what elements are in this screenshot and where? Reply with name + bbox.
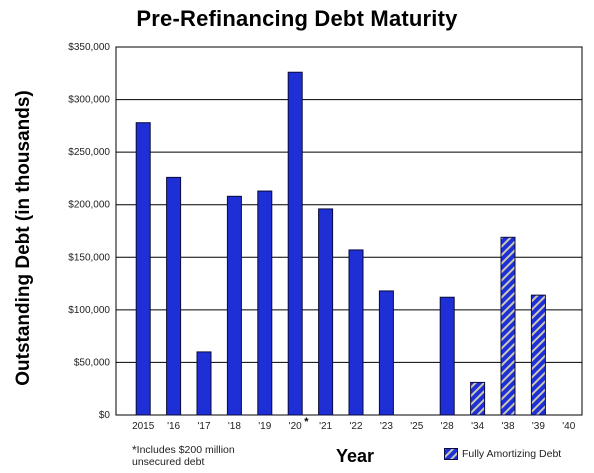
y-tick-label: $50,000 [74,357,111,368]
x-tick-label: '38 [501,421,514,432]
x-tick-marker: * [304,416,309,428]
bar [348,249,364,416]
bar [226,195,242,416]
y-tick-label: $300,000 [68,95,110,106]
x-tick-label: '40 [562,421,575,432]
bar-fully-amortizing [530,294,546,416]
x-tick-label: '28 [441,421,454,432]
bar [287,71,303,416]
footnote: *Includes $200 million unsecured debt [132,444,282,468]
x-tick-label: '34 [471,421,484,432]
x-tick-label: '39 [532,421,545,432]
x-tick-label: '22 [349,421,362,432]
legend: Fully Amortizing Debt [444,448,561,460]
x-tick-label: 2015 [132,421,155,432]
y-tick-label: $100,000 [68,305,110,316]
y-tick-label: $200,000 [68,200,110,211]
footnote-marker: * [132,443,137,457]
x-tick-label: '23 [380,421,393,432]
bar [135,122,151,416]
bar [257,190,273,416]
x-axis-label: Year [336,446,375,466]
y-tick-label: $250,000 [68,147,110,158]
x-tick-label: '16 [167,421,180,432]
y-tick-label: $350,000 [68,42,110,53]
bar [318,208,334,416]
bar-fully-amortizing [470,381,486,416]
y-tick-label: $150,000 [68,252,110,263]
bar [166,176,182,416]
footnote-text: Includes $200 million unsecured debt [132,444,235,468]
x-tick-label: '19 [258,421,271,432]
x-tick-label: '18 [228,421,241,432]
bar [196,351,212,416]
y-tick-label: $0 [99,410,111,421]
bar [378,290,394,416]
chart-title: Pre-Refinancing Debt Maturity [136,6,458,31]
legend-hatched-swatch [444,448,458,460]
legend-label: Fully Amortizing Debt [462,448,562,460]
x-tick-label: '21 [319,421,332,432]
bar [439,296,455,416]
x-tick-label: '17 [197,421,210,432]
x-tick-label: '25 [410,421,423,432]
x-tick-label: '20 [289,421,302,432]
bar-fully-amortizing [500,236,516,416]
